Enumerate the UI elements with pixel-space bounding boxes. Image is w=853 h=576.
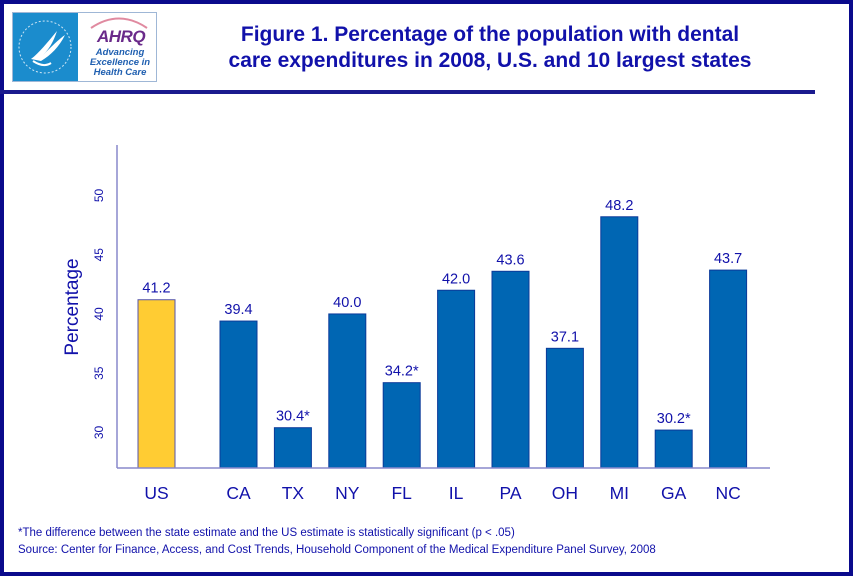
data-label-nc: 43.7: [714, 251, 742, 267]
bar-tx: [273, 427, 312, 469]
source-footnote: Source: Center for Finance, Access, and …: [18, 544, 656, 556]
x-tick-label-pa: PA: [499, 483, 521, 503]
y-tick-label: 50: [92, 188, 106, 202]
x-tick-label-fl: FL: [391, 483, 412, 503]
bar-nc: [709, 269, 748, 469]
bar-us: [137, 299, 176, 469]
x-tick-label-mi: MI: [610, 483, 629, 503]
data-label-il: 42.0: [442, 271, 470, 287]
data-label-fl: 34.2*: [385, 364, 419, 380]
y-tick-label: 45: [92, 248, 106, 262]
ahrq-tagline: Advancing Excellence in Health Care: [89, 47, 151, 78]
x-tick-label-il: IL: [449, 483, 464, 503]
ahrq-wordmark: AHRQ: [97, 27, 146, 46]
data-label-us: 41.2: [142, 281, 170, 297]
bar-oh: [545, 347, 584, 469]
figure-title: Figure 1. Percentage of the population w…: [175, 22, 805, 74]
bar-ny: [328, 313, 367, 469]
x-tick-label-nc: NC: [715, 483, 740, 503]
x-tick-label-ny: NY: [335, 483, 360, 503]
bar-il: [437, 289, 476, 469]
data-label-pa: 43.6: [496, 252, 524, 268]
x-tick-label-oh: OH: [552, 483, 578, 503]
x-tick-label-ga: GA: [661, 483, 687, 503]
bar-fl: [382, 382, 421, 469]
title-line-1: Figure 1. Percentage of the population w…: [240, 23, 740, 46]
y-tick-label: 35: [92, 366, 106, 380]
data-label-tx: 30.4*: [276, 409, 310, 425]
y-tick-label: 30: [92, 425, 106, 439]
x-tick-label-us: US: [144, 483, 168, 503]
x-tick-label-ca: CA: [226, 483, 251, 503]
ahrq-logo: AHRQ Advancing Excellence in Health Care: [12, 12, 157, 82]
data-label-ga: 30.2*: [657, 411, 691, 427]
y-axis-label: Percentage: [62, 258, 83, 355]
data-label-mi: 48.2: [605, 198, 633, 214]
header-divider: [0, 90, 815, 94]
hhs-eagle-icon: [13, 13, 78, 81]
data-label-ca: 39.4: [224, 302, 252, 318]
y-tick-label: 40: [92, 307, 106, 321]
bar-ca: [219, 320, 258, 469]
significance-footnote: *The difference between the state estima…: [18, 527, 515, 539]
bar-mi: [600, 216, 639, 469]
title-line-2: care expenditures in 2008, U.S. and 10 l…: [228, 49, 752, 72]
data-label-ny: 40.0: [333, 295, 361, 311]
x-tick-label-tx: TX: [282, 483, 305, 503]
data-label-oh: 37.1: [551, 329, 579, 345]
bar-pa: [491, 270, 530, 469]
bar-ga: [654, 429, 693, 469]
